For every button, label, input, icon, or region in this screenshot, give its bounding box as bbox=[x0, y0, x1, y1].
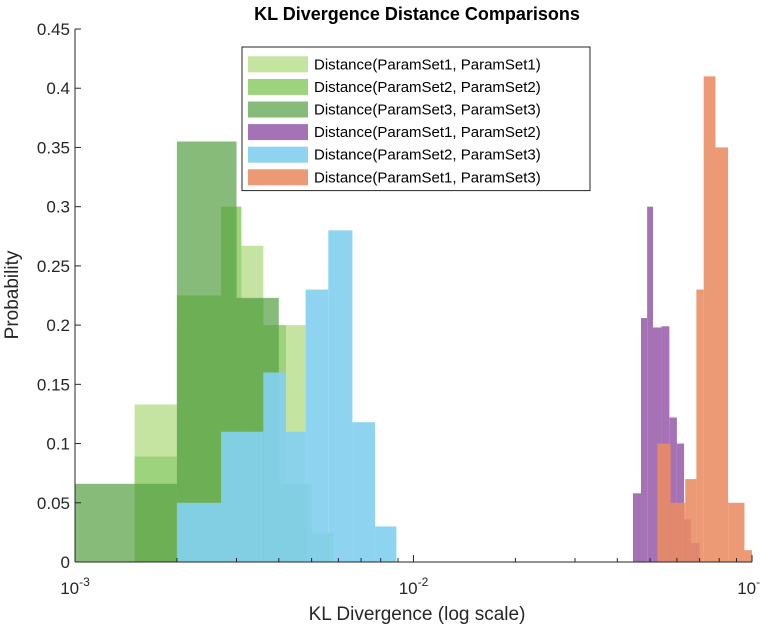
legend-swatch bbox=[248, 146, 308, 163]
series-6 bbox=[657, 76, 752, 562]
y-tick-label: 0.35 bbox=[37, 138, 70, 157]
legend-swatch bbox=[248, 124, 308, 141]
bars-layer bbox=[75, 76, 752, 562]
legend-swatch bbox=[248, 101, 308, 118]
histogram-bar bbox=[328, 230, 353, 562]
legend: Distance(ParamSet1, ParamSet1) Distance(P… bbox=[241, 46, 591, 192]
histogram-bar bbox=[221, 431, 264, 562]
x-tick-label: 10-1 bbox=[737, 575, 760, 598]
histogram-bar bbox=[728, 502, 745, 562]
histogram-bar bbox=[375, 526, 397, 562]
histogram-bar bbox=[632, 493, 642, 562]
legend-entry-label: Distance(ParamSet2, ParamSet2) bbox=[314, 79, 541, 96]
legend-entry-label: Distance(ParamSet1, ParamSet3) bbox=[314, 169, 541, 186]
y-tick-label: 0 bbox=[61, 553, 70, 572]
histogram-bar bbox=[641, 318, 648, 562]
histogram-bar bbox=[352, 422, 376, 562]
y-tick-label: 0.25 bbox=[37, 257, 70, 276]
histogram-bar bbox=[703, 76, 716, 562]
histogram-bar bbox=[263, 372, 286, 562]
histogram-bar bbox=[744, 550, 752, 562]
y-axis-label: Probability bbox=[2, 250, 23, 339]
histogram-bar bbox=[657, 443, 671, 562]
legend-entry-label: Distance(ParamSet1, ParamSet2) bbox=[314, 124, 541, 141]
y-tick-label: 0.45 bbox=[37, 20, 70, 39]
y-tick-label: 0.2 bbox=[46, 316, 70, 335]
legend-swatch bbox=[248, 56, 308, 73]
legend-entry-label: Distance(ParamSet3, ParamSet3) bbox=[314, 102, 541, 119]
x-tick-label: 10-2 bbox=[399, 575, 429, 598]
histogram-bar bbox=[685, 479, 697, 562]
x-axis-label: KL Divergence (log scale) bbox=[309, 604, 526, 625]
x-tick-label: 10-3 bbox=[60, 575, 90, 598]
y-tick-label: 0.1 bbox=[46, 435, 70, 454]
legend-swatch bbox=[248, 169, 308, 186]
histogram-bar bbox=[176, 502, 222, 562]
histogram-bar bbox=[75, 483, 135, 562]
histogram-bar bbox=[669, 417, 677, 562]
histogram-bar bbox=[696, 289, 704, 562]
series-5 bbox=[176, 230, 397, 562]
legend-entry-label: Distance(ParamSet1, ParamSet1) bbox=[314, 56, 541, 73]
y-tick-label: 0.3 bbox=[46, 198, 70, 217]
chart-title: KL Divergence Distance Comparisons bbox=[254, 4, 580, 24]
histogram-bar bbox=[653, 327, 662, 562]
legend-entry-label: Distance(ParamSet2, ParamSet3) bbox=[314, 147, 541, 164]
histogram-bar bbox=[134, 483, 177, 562]
y-tick-label: 0.15 bbox=[37, 375, 70, 394]
legend-swatch bbox=[248, 78, 308, 95]
y-tick-label: 0.05 bbox=[37, 494, 70, 513]
histogram-bar bbox=[715, 147, 729, 562]
histogram-bar bbox=[647, 206, 654, 562]
histogram-bar bbox=[305, 289, 329, 562]
axes-layer: 0 0.05 0.1 0.15 0.2 0.25 0.3 0.35 0.4 0.45 10-3 10-… bbox=[37, 20, 760, 598]
y-tick-label: 0.4 bbox=[46, 79, 70, 98]
histogram-bar bbox=[670, 502, 686, 562]
histogram-bar bbox=[285, 431, 306, 562]
